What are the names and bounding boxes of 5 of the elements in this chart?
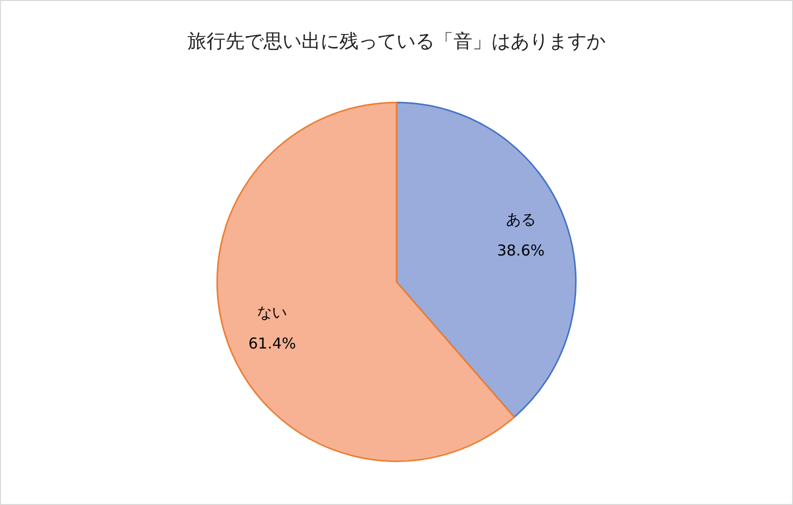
slice-label: ある [506, 210, 536, 228]
chart-title: 旅行先で思い出に残っている「音」はありますか [188, 30, 606, 52]
data-label: 38.6% [496, 241, 545, 260]
slice-label: ない [257, 303, 288, 322]
data-label: 61.4% [248, 334, 296, 352]
